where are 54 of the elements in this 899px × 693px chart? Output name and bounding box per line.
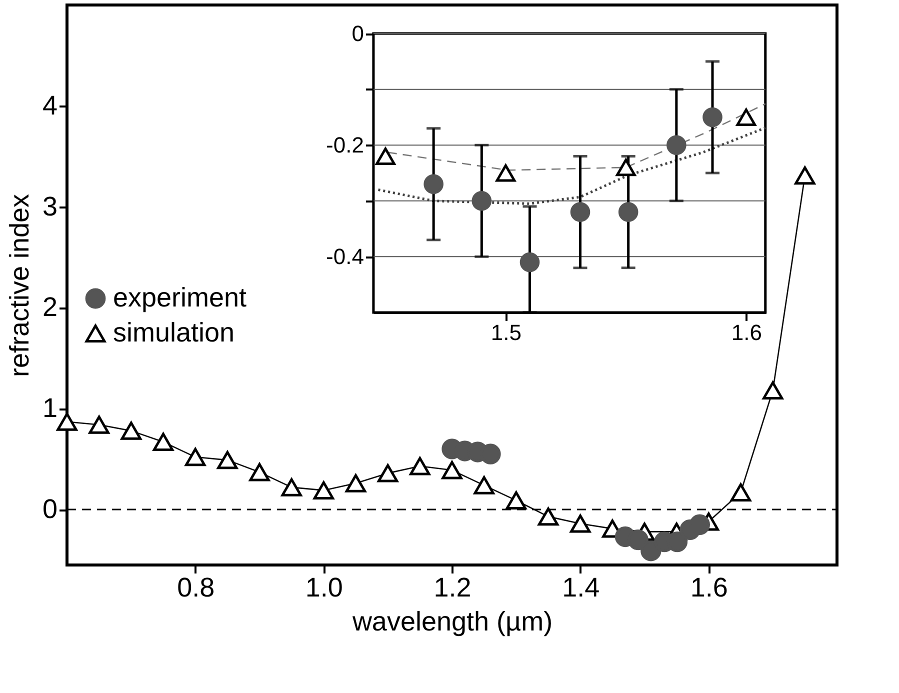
point [506,491,526,510]
y-tick-label: 2 [42,292,58,322]
point [640,540,662,562]
line-series [377,126,767,205]
x-tick-label: 0.8 [177,572,215,602]
point [570,514,591,533]
point [313,481,334,500]
x-tick-label: 1.2 [434,572,472,602]
x-tick-label: 1.6 [731,320,762,345]
point [120,422,142,440]
y-tick-label: -0.2 [326,132,364,158]
legend-label: experiment [113,282,248,312]
y-tick-label: 4 [42,90,58,120]
point [702,107,722,128]
y-tick-label: 0 [352,21,364,46]
point [689,514,710,535]
point [520,252,540,272]
point [378,464,398,482]
point [736,108,756,126]
point [424,174,444,194]
x-tick-label: 1.6 [690,572,728,602]
legend-label: simulation [113,318,235,348]
point [249,463,270,482]
point [794,166,816,185]
point [281,478,302,496]
point [618,202,638,222]
point [538,507,559,526]
y-axis-title: refractive index [4,193,34,378]
point [217,450,238,470]
y-tick-label: 0 [42,494,58,524]
point [570,202,590,222]
x-tick-label: 1.5 [490,320,522,345]
point [442,461,462,480]
x-tick-label: 1.0 [305,572,343,602]
point [628,529,648,550]
point [185,448,206,466]
point [472,190,492,211]
y-tick-label: 3 [42,191,58,222]
point [616,158,636,176]
y-tick-label: -0.4 [326,244,364,270]
point [88,416,110,434]
point [762,381,784,400]
y-tick-label: 1 [42,393,58,424]
point [730,483,752,502]
point [410,457,430,476]
point [474,476,494,494]
x-tick-label: 1.4 [562,572,600,602]
point [376,148,396,166]
point [666,135,686,156]
x-axis-title: wavelength (µm) [351,606,553,636]
point [152,432,174,452]
point [56,412,78,431]
point [345,474,366,492]
point [496,164,516,182]
